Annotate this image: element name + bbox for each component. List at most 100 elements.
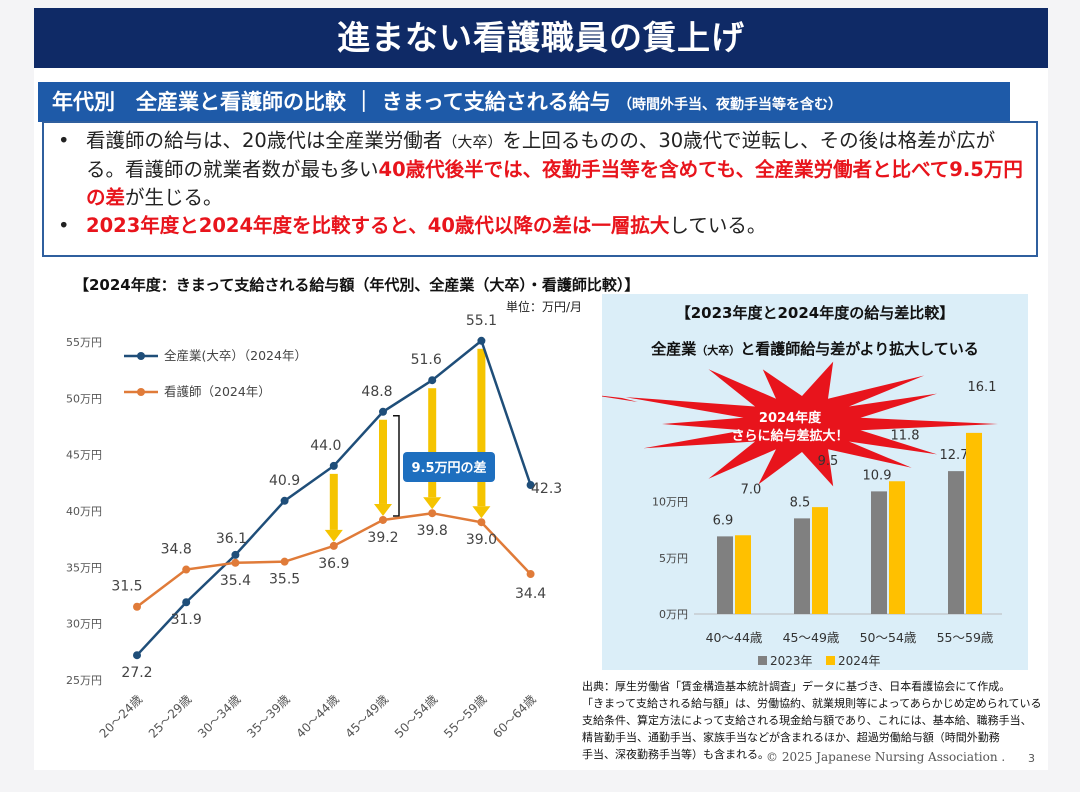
point-all-industries bbox=[379, 407, 387, 416]
point-all-industries bbox=[428, 376, 437, 385]
data-label-all-industries: 42.3 bbox=[531, 481, 562, 497]
bar-2024 bbox=[812, 507, 828, 614]
bar-y-tick-label: 10万円 bbox=[652, 496, 688, 509]
bar-panel-sub-small: （大卒） bbox=[696, 344, 741, 357]
data-label-all-industries: 44.0 bbox=[310, 438, 341, 454]
point-nurses bbox=[329, 541, 338, 550]
bullet-2-highlight: 2023年度と2024年度を比較すると、40歳代以降の差は一層拡大 bbox=[86, 214, 670, 237]
bar-label-2023: 6.9 bbox=[713, 513, 734, 528]
bullet-2: 2023年度と2024年度を比較すると、40歳代以降の差は一層拡大している。 bbox=[58, 212, 1024, 240]
page-number: 3 bbox=[1028, 752, 1035, 765]
x-tick-label: 40〜44歳 bbox=[293, 692, 341, 740]
legend-swatch-2024 bbox=[826, 656, 835, 665]
point-all-industries bbox=[329, 461, 338, 470]
section-header-main: 年代別 全産業と看護師の比較 ｜ きまって支給される給与 bbox=[52, 90, 611, 114]
legend-swatch-2023 bbox=[758, 656, 767, 665]
legend-marker-nurses bbox=[137, 388, 145, 396]
summary-box: 看護師の給与は、20歳代は全産業労働者（大卒）を上回るものの、30歳代で逆転し、… bbox=[42, 121, 1038, 257]
data-label-nurses: 36.9 bbox=[318, 556, 349, 572]
point-all-industries bbox=[182, 598, 191, 607]
bar-2023 bbox=[794, 518, 810, 614]
source-note: 出典：厚生労働省「賃金構造基本統計調査」データに基づき、日本看護協会にて作成。 … bbox=[582, 678, 1042, 763]
legend-label-2024: 2024年 bbox=[838, 654, 881, 668]
point-all-industries bbox=[133, 651, 141, 660]
legend-marker-all-industries bbox=[137, 352, 145, 360]
point-nurses bbox=[133, 602, 141, 611]
point-all-industries bbox=[526, 481, 535, 490]
point-nurses bbox=[428, 509, 437, 518]
bar-category-label: 45〜49歳 bbox=[783, 630, 840, 645]
gap-arrow-head bbox=[423, 497, 442, 510]
bar-label-2024: 9.5 bbox=[818, 454, 839, 469]
gap-arrow-shaft bbox=[477, 348, 486, 507]
bar-category-label: 40〜44歳 bbox=[706, 630, 763, 645]
bullet-1-text-end: が生じる。 bbox=[125, 186, 223, 209]
burst-text-line2: さらに給与差拡大！ bbox=[731, 428, 848, 444]
data-label-nurses: 31.5 bbox=[111, 579, 142, 595]
bar-2024 bbox=[735, 535, 751, 614]
source-line: 手当、深夜勤務手当等）も含まれる。 bbox=[582, 748, 769, 761]
bar-label-2023: 8.5 bbox=[790, 495, 811, 510]
y-tick-label: 45万円 bbox=[66, 449, 102, 462]
callout-pointer bbox=[602, 395, 638, 402]
bar-label-2024: 7.0 bbox=[741, 482, 762, 497]
gap-label-box bbox=[403, 452, 495, 482]
bullet-1: 看護師の給与は、20歳代は全産業労働者（大卒）を上回るものの、30歳代で逆転し、… bbox=[58, 127, 1024, 212]
point-all-industries bbox=[280, 496, 289, 505]
point-nurses bbox=[182, 565, 191, 574]
data-label-nurses: 34.8 bbox=[161, 542, 192, 558]
page-title: 進まない看護職員の賃上げ bbox=[34, 8, 1048, 68]
bar-label-2024: 16.1 bbox=[968, 380, 997, 395]
data-label-all-industries: 31.9 bbox=[171, 612, 202, 628]
x-tick-label: 45〜49歳 bbox=[343, 692, 391, 740]
x-tick-label: 25〜29歳 bbox=[146, 692, 194, 740]
legend-label-all-industries: 全産業(大卒）（2024年） bbox=[164, 348, 307, 363]
point-nurses bbox=[379, 515, 387, 524]
bar-comparison-panel: 【2023年度と2024年度の給与差比較】 全産業（大卒）と看護師給与差がより拡… bbox=[602, 294, 1028, 670]
bar-panel-title: 【2023年度と2024年度の給与差比較】 bbox=[675, 304, 955, 322]
y-tick-label: 55万円 bbox=[66, 336, 102, 349]
line-chart: 25万円 30万円 35万円 40万円 45万円 50万円 55万円 20〜24歳 25〜29歳… bbox=[66, 313, 562, 741]
gap-arrow-head bbox=[472, 506, 491, 519]
bullet-1-highlight: 40歳代後半では、夜勤手当等を含めても、全産業労働者と比べて9.5万円の差 bbox=[86, 158, 1023, 209]
bar-label-2023: 10.9 bbox=[863, 468, 892, 483]
x-tick-label: 20〜24歳 bbox=[97, 692, 145, 740]
data-label-all-industries: 51.6 bbox=[411, 352, 442, 368]
bar-y-tick-label: 0万円 bbox=[659, 608, 688, 621]
source-line: 精皆勤手当、通勤手当、家族手当などが含まれるほか、超過労働給与額（時間外勤務 bbox=[582, 731, 1000, 744]
bullet-2-text-end: している。 bbox=[669, 214, 767, 237]
data-label-all-industries: 40.9 bbox=[269, 473, 300, 489]
bar-panel-sub-b: と看護師給与差がより拡大している bbox=[740, 340, 979, 358]
gap-arrow-head bbox=[324, 529, 343, 542]
data-label-all-industries: 27.2 bbox=[121, 665, 152, 681]
gap-arrow-head bbox=[374, 503, 392, 516]
legend-label-2023: 2023年 bbox=[770, 654, 813, 668]
source-line: 支給条件、算定方法によって支給される現金給与額であり、これには、基本給、職務手当… bbox=[582, 714, 1032, 727]
y-tick-label: 25万円 bbox=[66, 674, 102, 687]
point-nurses bbox=[231, 558, 240, 567]
bar-2023 bbox=[948, 471, 964, 614]
data-label-all-industries: 55.1 bbox=[466, 313, 497, 329]
data-label-nurses: 34.4 bbox=[515, 586, 546, 602]
point-nurses bbox=[477, 518, 486, 527]
bar-y-tick-label: 5万円 bbox=[659, 552, 688, 565]
legend-label-nurses: 看護師（2024年） bbox=[164, 384, 271, 399]
copyright: © 2025 Japanese Nursing Association . bbox=[766, 750, 1006, 764]
bar-category-label: 55〜59歳 bbox=[937, 630, 994, 645]
data-label-nurses: 39.8 bbox=[417, 523, 448, 539]
gap-arrow-shaft bbox=[428, 388, 437, 498]
point-nurses bbox=[526, 570, 535, 579]
bar-2023 bbox=[871, 491, 887, 614]
y-tick-label: 50万円 bbox=[66, 392, 102, 405]
x-tick-label: 60〜64歳 bbox=[490, 692, 538, 740]
data-label-nurses: 39.0 bbox=[466, 532, 497, 548]
y-tick-label: 30万円 bbox=[66, 618, 102, 631]
burst-shape bbox=[625, 361, 998, 487]
x-tick-label: 55〜59歳 bbox=[441, 692, 489, 740]
point-all-industries bbox=[231, 550, 240, 559]
point-nurses bbox=[280, 557, 289, 566]
gap-bracket bbox=[393, 415, 400, 517]
point-all-industries bbox=[477, 336, 486, 345]
data-label-nurses: 35.4 bbox=[220, 573, 251, 589]
